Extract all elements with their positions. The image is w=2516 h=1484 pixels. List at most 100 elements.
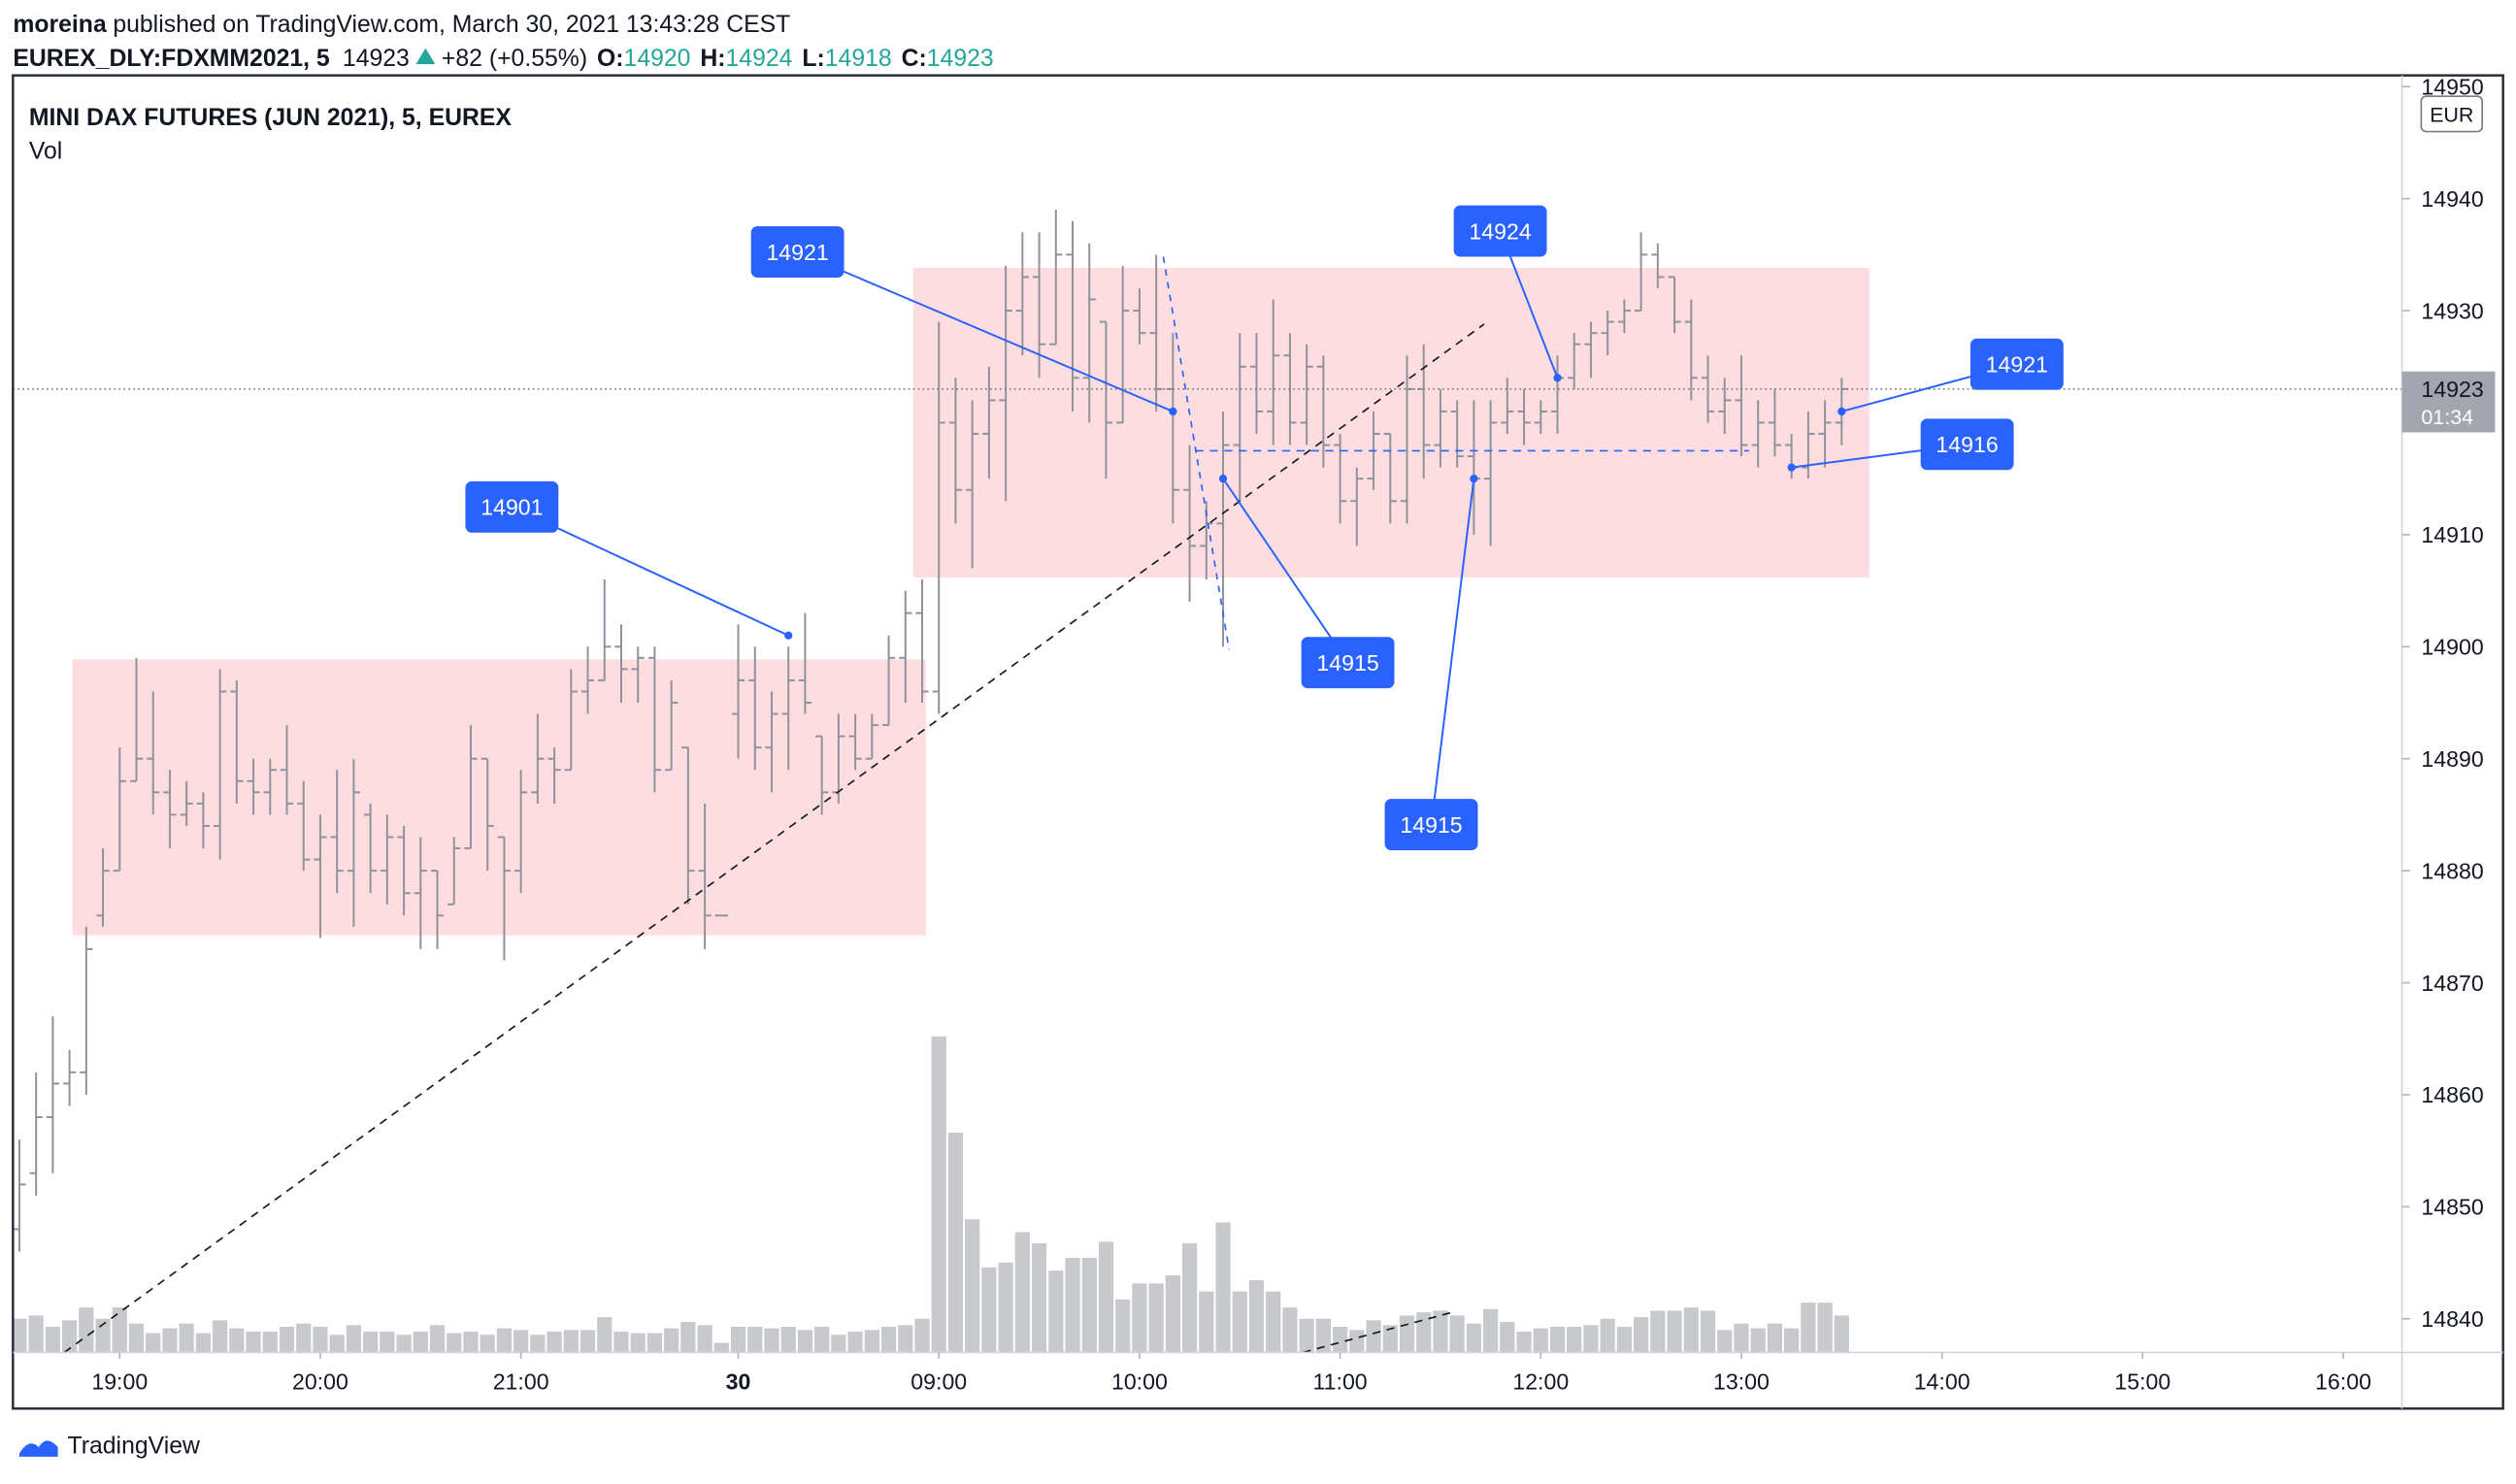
x-tick-label: 21:00 (493, 1369, 549, 1394)
y-tick-label: 14850 (2421, 1195, 2483, 1220)
callout-anchor (1169, 407, 1177, 416)
volume-bar (646, 1333, 663, 1353)
y-tick-label: 14880 (2421, 858, 2483, 883)
volume-bar (898, 1325, 913, 1353)
callout-label: 14924 (1469, 218, 1531, 244)
volume-bar (496, 1328, 513, 1353)
open-value: 14920 (624, 46, 691, 72)
volume-bar (1215, 1222, 1231, 1353)
volume-bar (546, 1331, 562, 1353)
volume-bar (664, 1328, 679, 1353)
volume-bar (780, 1326, 796, 1353)
volume-bar (179, 1323, 194, 1353)
volume-bar (947, 1132, 964, 1353)
volume-bar (1549, 1326, 1566, 1353)
x-tick-label: 10:00 (1111, 1369, 1168, 1394)
callout-box (1453, 205, 1547, 257)
volume-bar (146, 1333, 161, 1353)
x-tick-label: 15:00 (2114, 1369, 2170, 1394)
volume-bar (1567, 1326, 1582, 1353)
trend-line (63, 323, 1485, 1354)
low-label: L: (802, 46, 824, 72)
volume-bar (1065, 1257, 1080, 1353)
volume-bar (363, 1331, 379, 1353)
callout-anchor (1553, 374, 1562, 382)
volume-bar (1232, 1291, 1247, 1353)
close-label: C: (902, 46, 927, 72)
author: moreina (13, 12, 107, 38)
low-value: 14918 (825, 46, 892, 72)
volume-bar (1500, 1322, 1515, 1353)
callout-anchor (1787, 463, 1796, 472)
callout-label: 14915 (1400, 812, 1462, 838)
callout-anchor (784, 631, 793, 640)
open-label: O: (597, 46, 624, 72)
callout-box (1384, 799, 1478, 851)
volume-bar (1282, 1307, 1298, 1353)
volume-bar (1081, 1257, 1097, 1353)
currency: EUR (2430, 104, 2473, 127)
volume-bar (697, 1325, 712, 1353)
volume-bar (279, 1326, 295, 1353)
volume-bar (229, 1328, 245, 1353)
volume-bar (447, 1333, 462, 1353)
volume-bar (28, 1315, 44, 1353)
volume-bar (880, 1326, 897, 1353)
volume-bar (1717, 1330, 1733, 1353)
volume-bar (329, 1335, 345, 1353)
volume-bar (195, 1333, 212, 1353)
header-line-2: EUREX_DLY:FDXMM2021, 5 14923 +82 (+0.55%) O… (13, 46, 993, 72)
callout-anchor (1470, 475, 1478, 483)
volume-bar (1767, 1323, 1783, 1353)
x-tick-label: 20:00 (292, 1369, 348, 1394)
countdown: 01:34 (2421, 406, 2473, 429)
close-value: 14923 (927, 46, 994, 72)
volume-bar (914, 1318, 930, 1353)
volume-bar (1683, 1307, 1699, 1353)
volume-bar (246, 1331, 261, 1353)
logo-icon (18, 1440, 58, 1457)
volume-bar (1583, 1325, 1599, 1353)
volume-bar (380, 1331, 395, 1353)
volume-bar (112, 1307, 127, 1353)
y-tick-label: 14930 (2421, 298, 2483, 323)
volume-bar (1299, 1318, 1314, 1353)
volume-bar (1734, 1323, 1749, 1353)
volume-bar (1433, 1310, 1448, 1353)
volume-bar (480, 1335, 495, 1353)
volume-bar (797, 1330, 813, 1353)
volume-bar (1382, 1325, 1398, 1353)
x-tick-label: 13:00 (1713, 1369, 1770, 1394)
callout-box (1920, 418, 2014, 471)
y-tick-label: 14910 (2421, 522, 2483, 547)
logo-text: TradingView (68, 1434, 200, 1460)
volume-bar (1115, 1299, 1131, 1353)
callout-label: 14921 (1986, 351, 2048, 377)
volume-bar (1098, 1241, 1114, 1353)
volume-bar (831, 1335, 846, 1353)
volume-bar (864, 1330, 879, 1353)
y-tick-label: 14870 (2421, 971, 2483, 996)
x-tick-label: 12:00 (1512, 1369, 1569, 1394)
volume-bar (1466, 1323, 1481, 1353)
callout-label: 14915 (1316, 650, 1378, 676)
currency-box[interactable] (2420, 95, 2484, 133)
callout-label: 14901 (480, 495, 543, 520)
volume-bar (1750, 1328, 1766, 1353)
volume-bar (1332, 1326, 1348, 1353)
volume-bar (1366, 1320, 1381, 1353)
callout-box (1970, 338, 2064, 390)
volume-bar (1616, 1326, 1632, 1353)
x-tick-label: 14:00 (1914, 1369, 1970, 1394)
volume-bar (1199, 1291, 1214, 1353)
x-tick-label: 30 (726, 1369, 751, 1394)
volume-bar (513, 1330, 529, 1353)
volume-bar (1801, 1303, 1816, 1353)
volume-bar (1449, 1315, 1465, 1353)
volume-bar (747, 1326, 763, 1353)
volume-bar (965, 1219, 980, 1353)
volume-bar (162, 1328, 178, 1353)
y-tick-label: 14860 (2421, 1082, 2483, 1107)
volume-bar (1667, 1310, 1682, 1353)
